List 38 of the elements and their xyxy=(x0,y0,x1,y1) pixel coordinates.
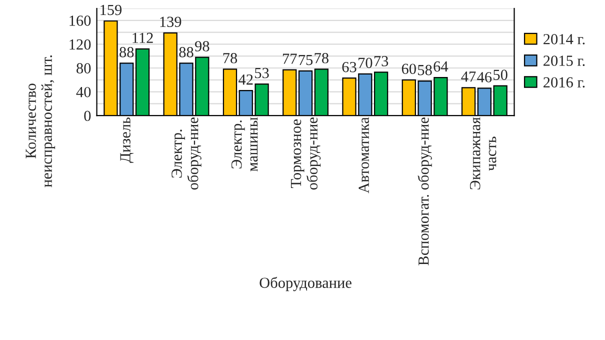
data-label: 98 xyxy=(195,41,210,52)
data-label: 64 xyxy=(434,61,448,72)
x-tick-label: Автоматика xyxy=(358,117,369,194)
legend-label: 2014 г. xyxy=(544,34,585,44)
data-label: 58 xyxy=(418,64,432,76)
x-tick-label: Дизель xyxy=(120,117,134,163)
data-label: 63 xyxy=(342,62,356,72)
y-tick-label: 160 xyxy=(70,16,91,26)
x-tick-label: Электр. машины xyxy=(231,117,258,172)
data-label: 88 xyxy=(120,47,134,58)
data-label: 88 xyxy=(179,47,194,58)
x-axis-title: Оборудование xyxy=(260,276,352,292)
y-axis-title: Количество неисправностей, шт. xyxy=(26,55,56,188)
data-label: 53 xyxy=(255,68,269,78)
legend-label: 2015 г. xyxy=(544,56,585,66)
legend-label: 2016 г. xyxy=(544,77,585,88)
x-tick-label: Электр. оборуд-ние xyxy=(172,118,202,190)
data-label: 78 xyxy=(314,53,328,64)
x-tick-label: Тормозное оборуд-ние xyxy=(290,118,321,190)
data-label: 77 xyxy=(282,54,297,64)
data-label: 159 xyxy=(100,4,122,16)
data-label: 139 xyxy=(160,16,182,28)
data-label: 42 xyxy=(238,74,253,85)
data-label: 60 xyxy=(402,64,416,74)
y-tick-label: 40 xyxy=(76,86,91,98)
data-label: 47 xyxy=(461,72,476,82)
x-tick-label: Экипажная часть xyxy=(470,117,496,190)
data-label: 73 xyxy=(374,56,388,66)
data-label: 70 xyxy=(358,58,372,68)
data-label: 78 xyxy=(223,53,238,64)
data-label: 112 xyxy=(132,32,153,43)
y-tick-label: 0 xyxy=(84,110,91,122)
data-label: 75 xyxy=(298,54,313,66)
data-label: 46 xyxy=(477,72,492,82)
y-tick-label: 80 xyxy=(76,63,91,74)
x-tick-label: Вспомогат. оборуд-ние xyxy=(418,118,432,266)
y-tick-label: 120 xyxy=(70,39,91,50)
data-label: 50 xyxy=(494,70,508,80)
